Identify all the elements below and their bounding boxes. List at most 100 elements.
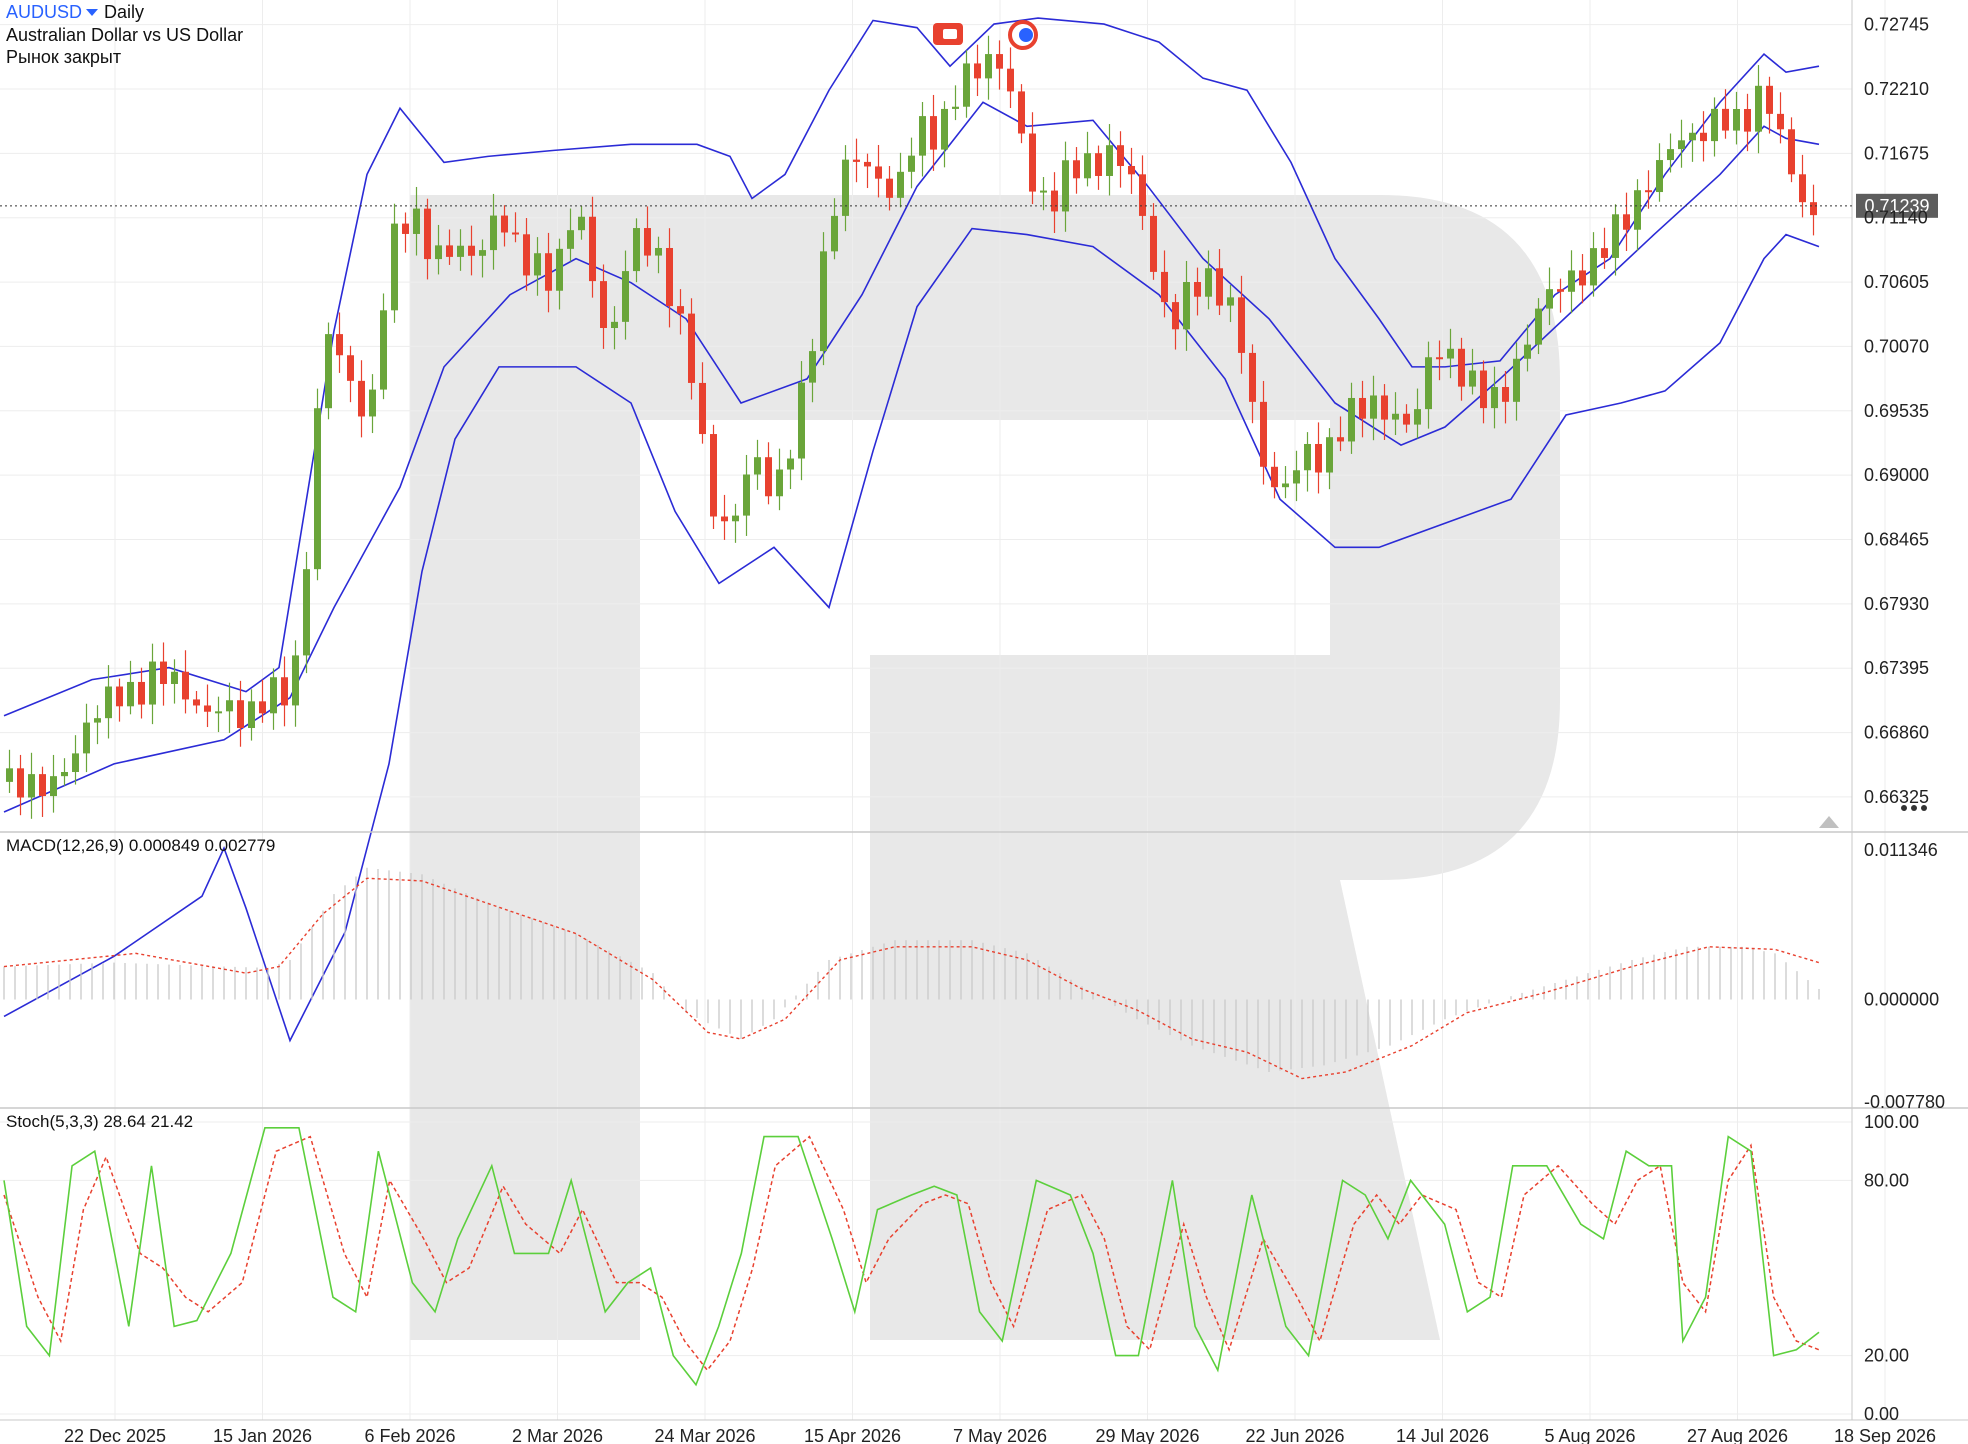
candle-bear (17, 768, 24, 798)
candle-bear (864, 161, 871, 167)
candle-bull (1513, 358, 1520, 402)
dividend-event-icon[interactable] (1008, 20, 1038, 50)
candle-bear (1315, 443, 1322, 473)
scroll-to-end-icon[interactable] (1819, 816, 1839, 828)
candle-bull (1282, 483, 1289, 488)
candle-bull (61, 772, 68, 777)
candle-bear (699, 382, 706, 435)
macd-legend[interactable]: MACD(12,26,9) 0.000849 0.002779 (6, 836, 276, 855)
timeframe-label[interactable]: Daily (104, 2, 145, 22)
candle-bear (1722, 108, 1729, 131)
stoch-legend[interactable]: Stoch(5,3,3) 28.64 21.42 (6, 1112, 194, 1131)
time-tick-label: 27 Aug 2026 (1687, 1426, 1788, 1444)
candle-bear (930, 116, 937, 150)
candle-bear (1337, 437, 1344, 442)
candle-bull (303, 569, 310, 656)
news-event-icon[interactable] (933, 23, 963, 45)
candle-bull (226, 700, 233, 712)
candle-bull (897, 171, 904, 198)
candle-bear (1557, 289, 1564, 292)
candle-bull (1348, 397, 1355, 442)
candle-bear (545, 253, 552, 291)
candle-bear (160, 661, 167, 684)
candle-bull (1425, 357, 1432, 410)
price-tick-label: 0.72745 (1864, 15, 1929, 35)
candle-bull (435, 245, 442, 260)
candle-bear (974, 63, 981, 79)
candle-bear (237, 700, 244, 729)
macd-signal-line (3, 877, 1820, 1080)
candle-bull (1326, 437, 1333, 473)
candle-bear (424, 208, 431, 260)
candle-bull (490, 215, 497, 251)
candle-bear (1007, 68, 1014, 92)
time-tick-label: 15 Apr 2026 (804, 1426, 901, 1444)
symbol-header[interactable]: AUDUSD Daily (6, 2, 144, 23)
time-axis[interactable]: 22 Dec 2025 15 Jan 2026 6 Feb 2026 2 Mar 20… (64, 1426, 1936, 1444)
candles (6, 35, 1817, 819)
time-tick-label: 6 Feb 2026 (364, 1426, 455, 1444)
candle-bear (1700, 132, 1707, 142)
candle-bull (1062, 160, 1069, 212)
bollinger-middle-line (3, 101, 1820, 813)
stochastic-series (3, 1127, 1820, 1387)
candle-bear (688, 313, 695, 383)
candle-bull (325, 334, 332, 409)
candle-bear (1766, 85, 1773, 114)
candle-bear (1073, 160, 1080, 179)
candle-bull (787, 458, 794, 470)
candle-bear (1249, 352, 1256, 402)
candle-bull (1227, 297, 1234, 306)
candle-bull (908, 155, 915, 172)
candle-bear (39, 774, 46, 797)
candle-bull (1667, 149, 1674, 161)
price-tick-label: 0.66325 (1864, 787, 1929, 807)
price-tick-label: 0.69000 (1864, 465, 1929, 485)
more-options-icon[interactable] (1901, 805, 1927, 811)
candle-bear (182, 671, 189, 700)
macd-tick-label: 0.011346 (1864, 840, 1938, 860)
candle-bull (215, 711, 222, 714)
candle-bull (413, 208, 420, 234)
candle-bear (1051, 190, 1058, 212)
candle-bear (1744, 109, 1751, 132)
candle-bear (666, 247, 673, 307)
candle-bear (512, 232, 519, 235)
candle-bear (1216, 268, 1223, 306)
candle-bull (1612, 214, 1619, 258)
time-tick-label: 22 Dec 2025 (64, 1426, 166, 1444)
candle-bull (919, 116, 926, 156)
candle-bull (809, 351, 816, 383)
candle-bull (556, 248, 563, 291)
symbol-name[interactable]: AUDUSD (6, 2, 83, 22)
price-axis[interactable]: 0.72745 0.72210 0.71675 0.71140 0.70605 0.700… (1864, 15, 1945, 1424)
time-tick-label: 14 Jul 2026 (1396, 1426, 1489, 1444)
candle-bear (1788, 129, 1795, 175)
candle-bear (1502, 387, 1509, 402)
stoch-tick-label: 20.00 (1864, 1346, 1909, 1366)
candle-bull (292, 655, 299, 706)
current-price-label[interactable]: 0.71239 (1856, 193, 1938, 218)
candle-bear (1260, 401, 1267, 467)
candle-bull (1414, 409, 1421, 425)
candle-bear (677, 306, 684, 314)
candle-bull (820, 251, 827, 352)
candle-bear (600, 281, 607, 329)
candle-bull (798, 382, 805, 459)
candle-bull (622, 271, 629, 322)
candle-bear (765, 457, 772, 497)
price-tick-label: 0.67930 (1864, 594, 1929, 614)
stoch-tick-label: 0.00 (1864, 1404, 1899, 1424)
candle-bull (369, 389, 376, 417)
candle-bull (743, 474, 750, 516)
price-tick-label: 0.69535 (1864, 401, 1929, 421)
stoch-tick-label: 100.00 (1864, 1112, 1919, 1132)
candle-bear (1579, 270, 1586, 286)
candle-bull (633, 228, 640, 272)
candle-bear (1436, 357, 1443, 360)
time-tick-label: 5 Aug 2026 (1544, 1426, 1635, 1444)
candle-bear (446, 245, 453, 257)
candle-bull (1205, 268, 1212, 297)
symbol-dropdown-icon[interactable] (86, 9, 99, 16)
